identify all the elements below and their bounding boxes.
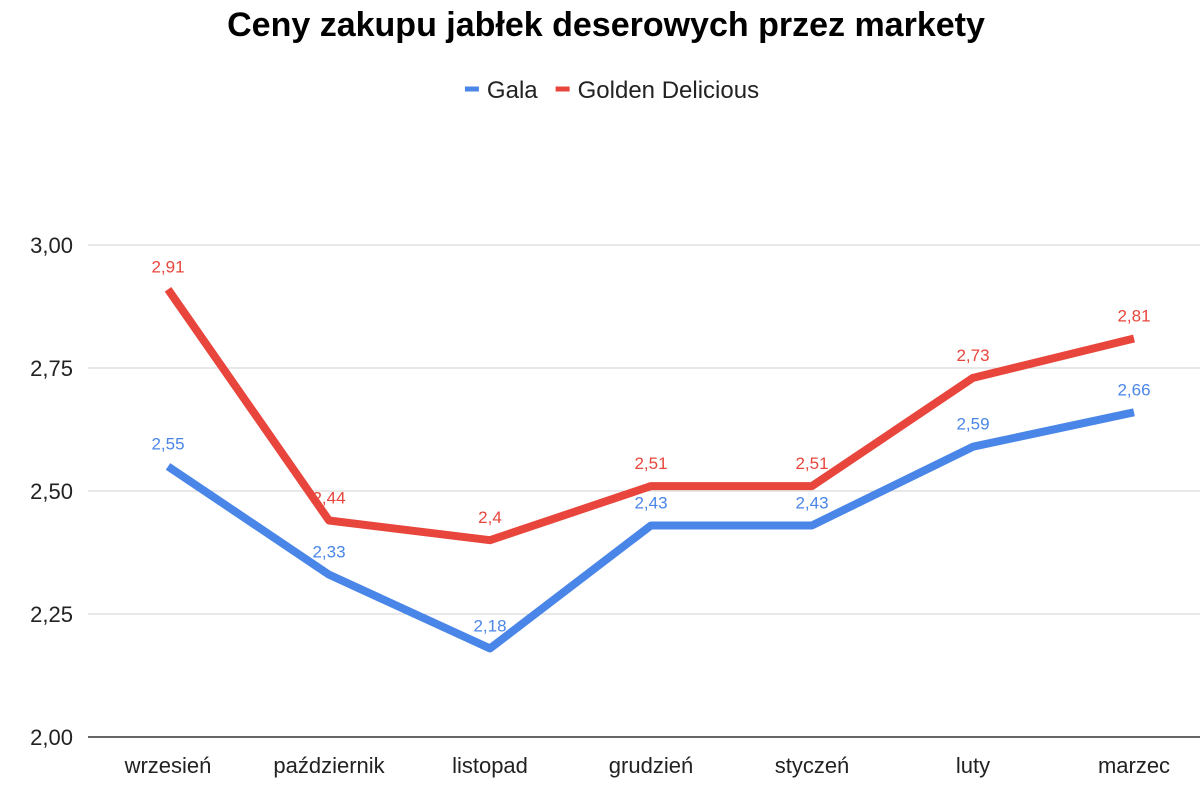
data-label: 2,73 bbox=[956, 346, 989, 365]
series-line-gala bbox=[165, 408, 1135, 653]
y-axis-tick-labels: 2,00 2,25 2,50 2,75 3,00 bbox=[30, 233, 73, 750]
y-tick-label: 2,00 bbox=[30, 725, 73, 750]
series-line-golden-delicious bbox=[164, 286, 1135, 545]
data-label: 2,18 bbox=[473, 616, 506, 635]
data-label: 2,55 bbox=[151, 434, 184, 453]
chart-title: Ceny zakupu jabłek deserowych przez mark… bbox=[227, 6, 985, 44]
legend-item: Golden Delicious bbox=[555, 77, 759, 104]
x-tick-label: listopad bbox=[452, 753, 528, 778]
series-lines bbox=[164, 286, 1135, 653]
legend-item: Gala bbox=[464, 77, 538, 104]
data-label: 2,4 bbox=[478, 508, 502, 527]
y-tick-label: 2,50 bbox=[30, 479, 73, 504]
x-tick-label: wrzesień bbox=[124, 753, 212, 778]
data-label: 2,91 bbox=[151, 257, 184, 276]
data-labels: 2,55 2,33 2,18 2,43 2,43 2,59 2,66 2,91 2,44 2,4 2… bbox=[151, 257, 1150, 635]
data-label: 2,51 bbox=[795, 454, 828, 473]
y-tick-label: 2,25 bbox=[30, 602, 73, 627]
data-label: 2,51 bbox=[634, 454, 667, 473]
x-tick-label: luty bbox=[956, 753, 990, 778]
data-label: 2,66 bbox=[1117, 380, 1150, 399]
legend-label: Gala bbox=[487, 77, 538, 104]
data-label: 2,81 bbox=[1117, 306, 1150, 325]
y-tick-label: 3,00 bbox=[30, 233, 73, 258]
y-tick-label: 2,75 bbox=[30, 356, 73, 381]
data-label: 2,59 bbox=[956, 415, 989, 434]
x-tick-label: grudzień bbox=[609, 753, 693, 778]
x-tick-label: październik bbox=[273, 753, 385, 778]
legend: Gala Golden Delicious bbox=[464, 77, 759, 104]
x-axis-tick-labels: wrzesień październik listopad grudzień stycz… bbox=[124, 753, 1170, 778]
legend-label: Golden Delicious bbox=[578, 77, 759, 104]
data-label: 2,44 bbox=[312, 489, 345, 508]
data-label: 2,33 bbox=[312, 543, 345, 562]
data-label: 2,43 bbox=[634, 493, 667, 512]
data-label: 2,43 bbox=[795, 493, 828, 512]
x-tick-label: styczeń bbox=[775, 753, 850, 778]
x-tick-label: marzec bbox=[1098, 753, 1170, 778]
